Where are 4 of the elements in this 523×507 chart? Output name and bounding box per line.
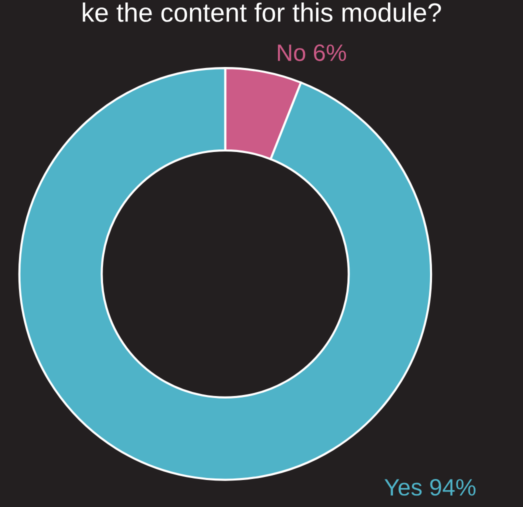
slice-label: No 6%	[278, 44, 346, 62]
chart-title: ke the content for this module?	[82, 2, 441, 22]
slice-label: Yes 94%	[384, 478, 476, 496]
donut-slice	[18, 67, 432, 481]
